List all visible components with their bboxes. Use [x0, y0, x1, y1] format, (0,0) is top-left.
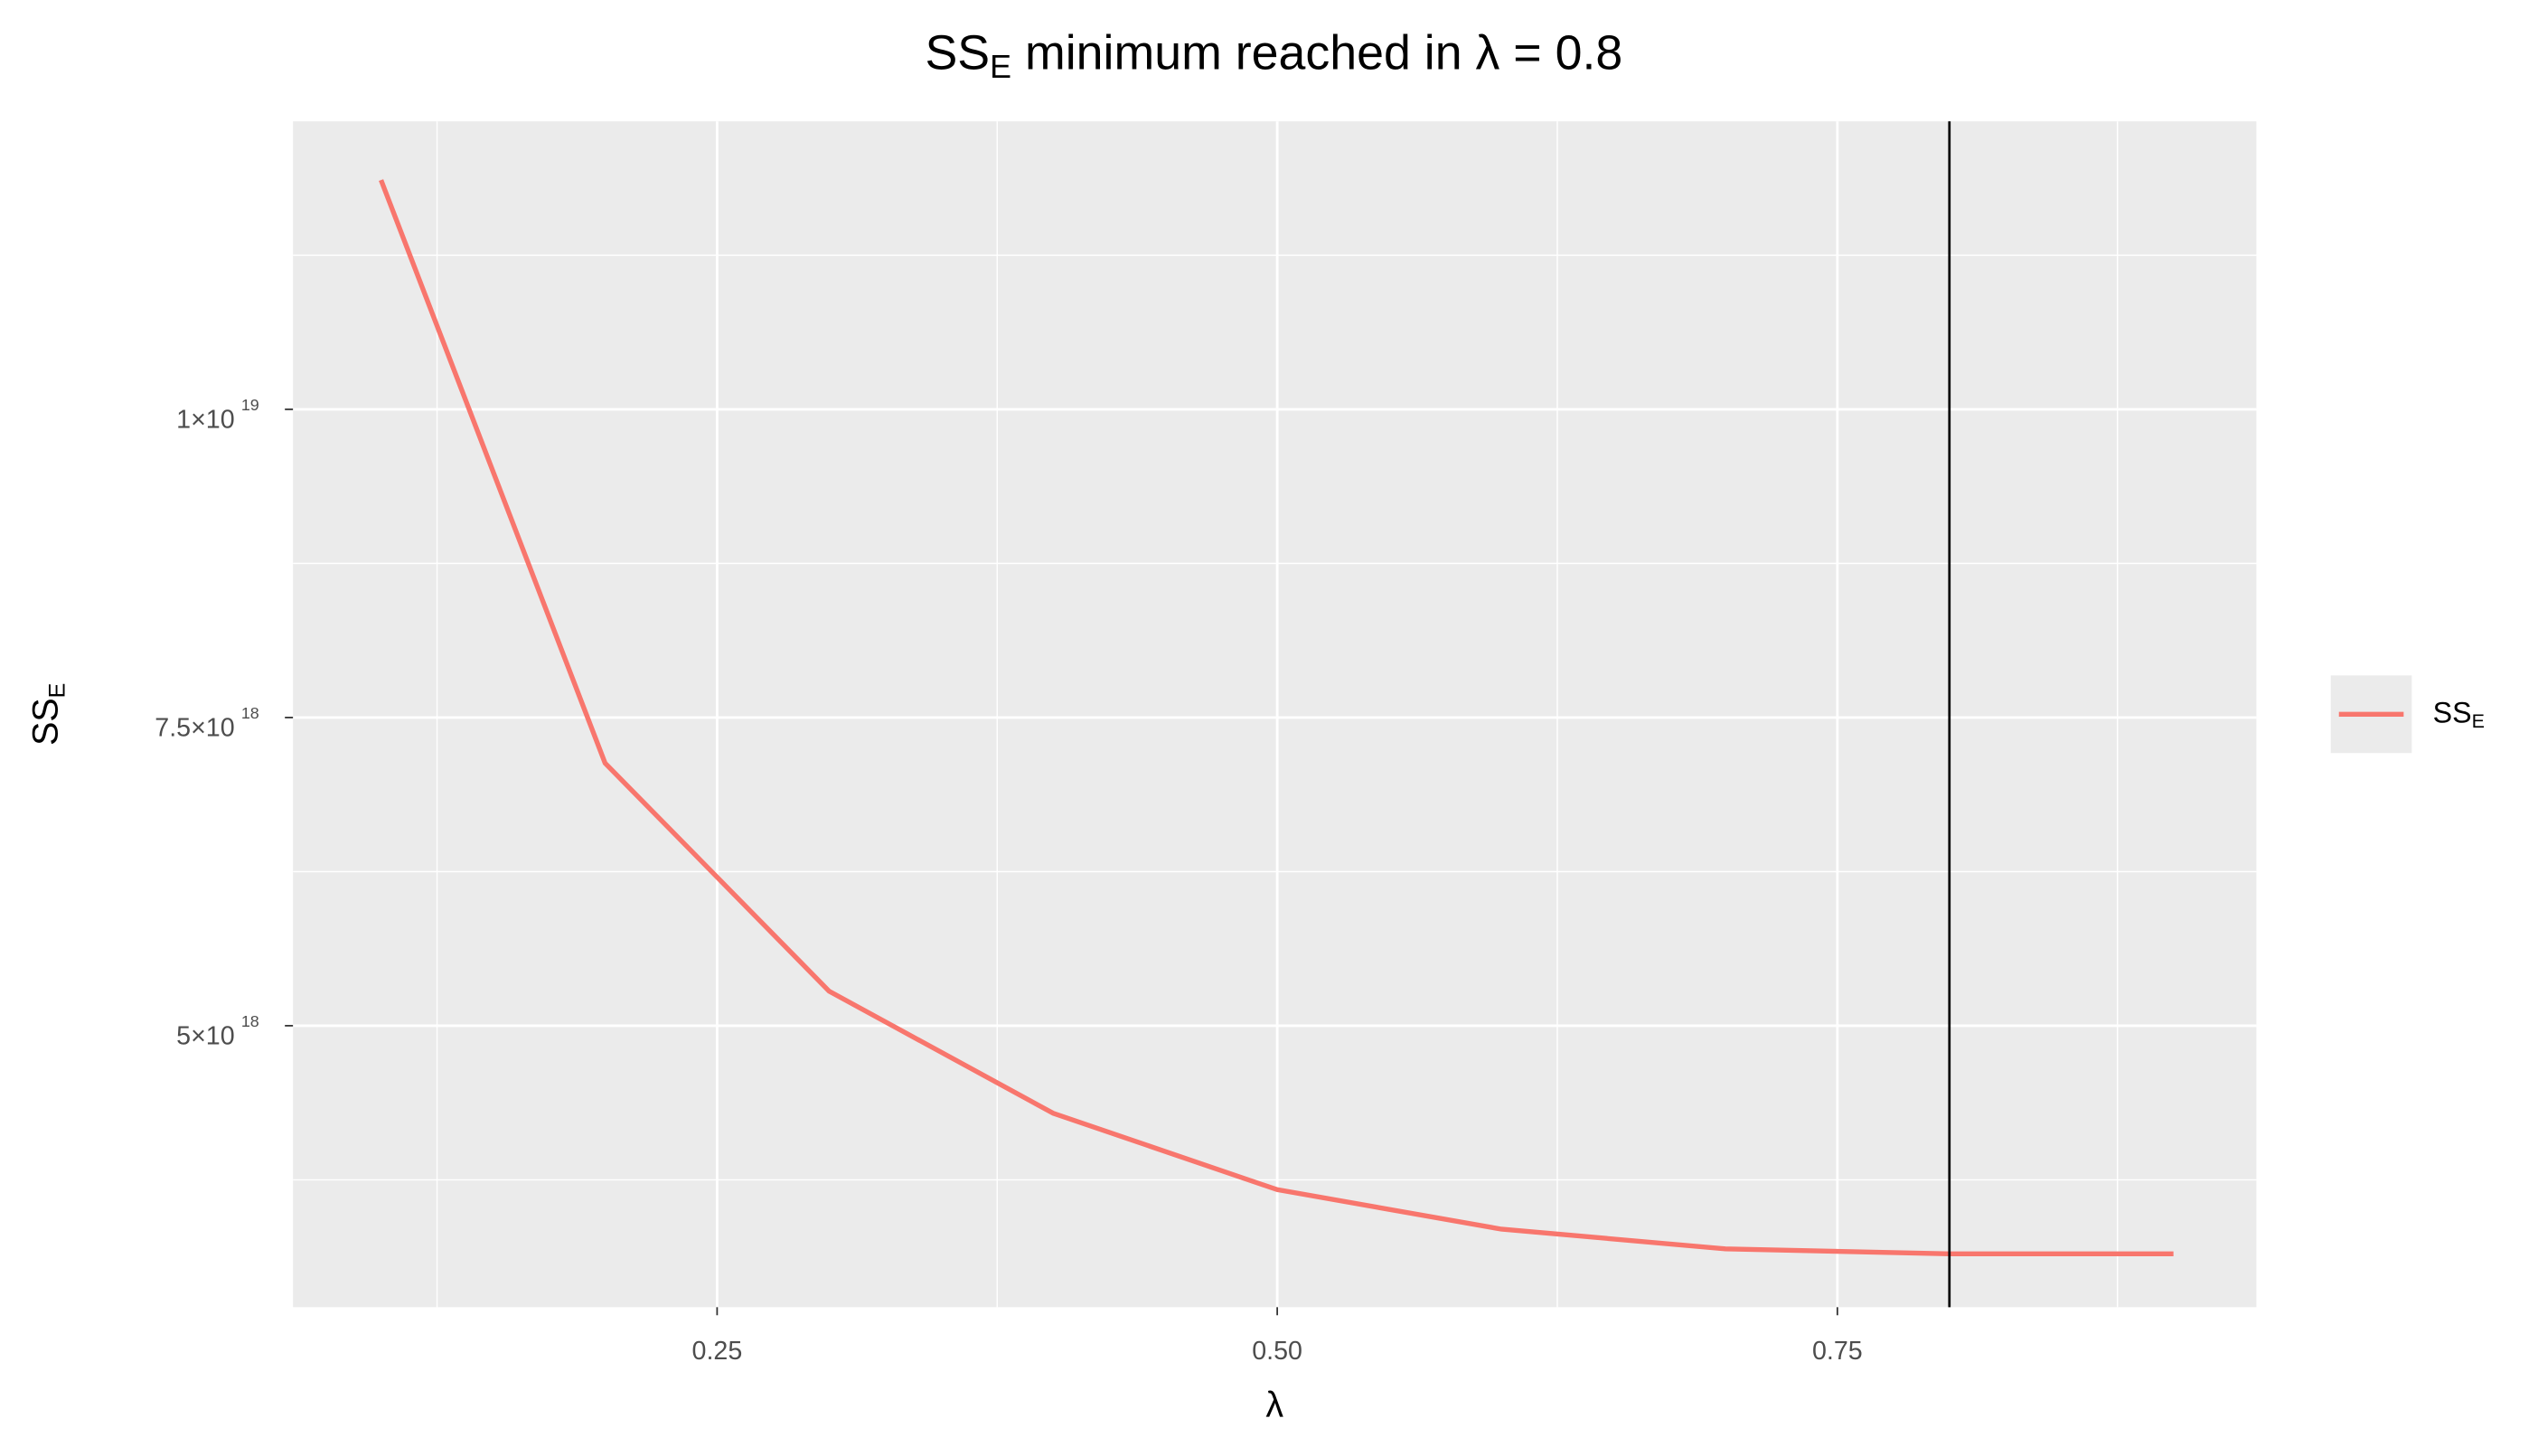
- y-tick-base: 5×10: [176, 1021, 234, 1050]
- title-sub: E: [990, 49, 1011, 85]
- y-title-base: SS: [26, 698, 66, 746]
- y-tick-base: 7.5×10: [155, 713, 234, 742]
- series-line: [379, 179, 2174, 1256]
- x-tick-label: 0.75: [1812, 1337, 1863, 1366]
- chart-title: SSE minimum reached in λ = 0.8: [925, 26, 1622, 86]
- title-rest: minimum reached in λ = 0.8: [1011, 26, 1622, 80]
- y-tick-exponent: 18: [241, 704, 259, 722]
- y-tick-label: 7.5×10: [155, 713, 234, 742]
- x-tick-label: 0.25: [692, 1337, 743, 1366]
- title-base: SS: [925, 26, 990, 80]
- y-tick-exponent: 18: [241, 1012, 259, 1030]
- y-tick-exponent: 19: [241, 396, 259, 414]
- x-tick-label: 0.50: [1252, 1337, 1302, 1366]
- y-tick-label: 1×10: [176, 405, 234, 434]
- legend-label: SSE: [2433, 696, 2485, 732]
- x-axis-title: λ: [1265, 1386, 1283, 1425]
- legend-name: SS: [2433, 696, 2472, 728]
- y-tick-label: 5×10: [176, 1021, 234, 1050]
- y-title-sub: E: [44, 683, 70, 699]
- y-axis-title: SSE: [26, 683, 70, 746]
- panel: [293, 121, 2257, 1308]
- legend-name-sub: E: [2472, 710, 2485, 732]
- y-tick-base: 1×10: [176, 405, 234, 434]
